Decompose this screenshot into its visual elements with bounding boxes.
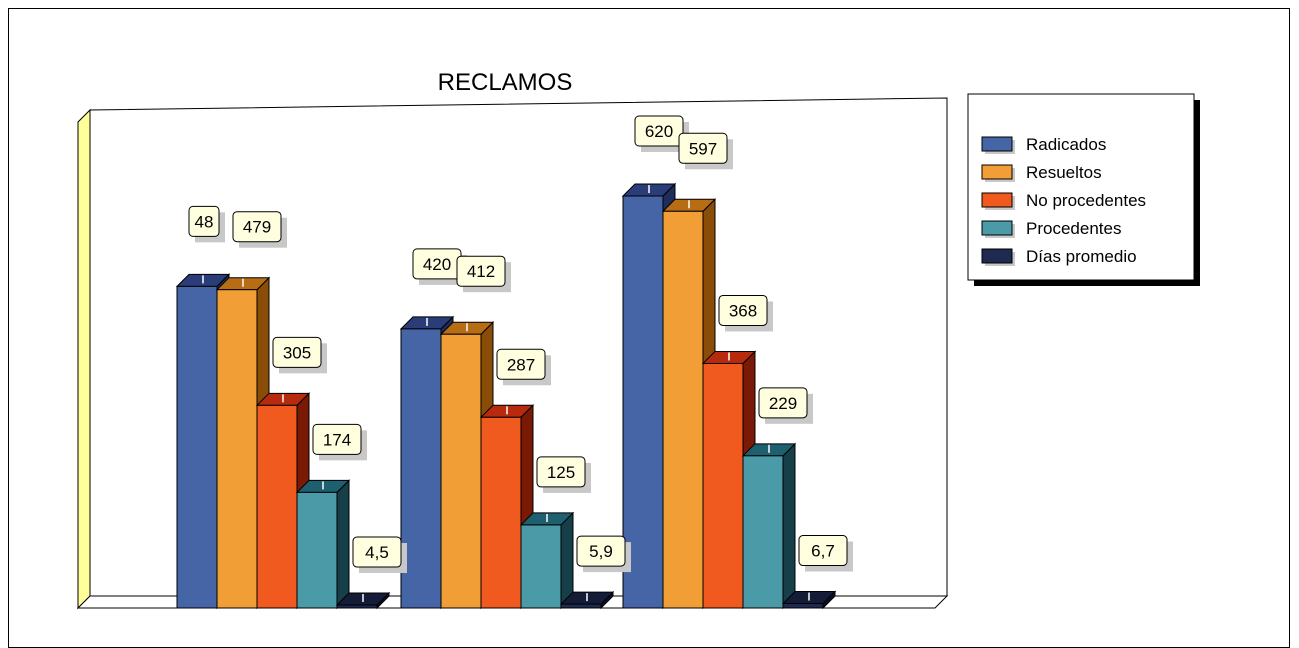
- data-label-procedentes-3: 229: [769, 394, 797, 413]
- legend-item-no-procedentes-swatch: [981, 192, 1013, 208]
- data-label-procedentes-3-box: [758, 387, 808, 419]
- bar-procedentes-2: [520, 524, 562, 609]
- bar-procedentes-3-side: [782, 442, 796, 610]
- data-label-radicados-3-box: [634, 115, 684, 147]
- bar-dias-promedio-1: [336, 604, 378, 609]
- data-label-dias-promedio-1: 4,5: [365, 543, 389, 562]
- data-label-dias-promedio-2-box: [576, 535, 626, 567]
- chart-title: RECLAMOS: [438, 69, 573, 96]
- data-label-resueltos-1: 479: [243, 218, 271, 237]
- data-label-no-procedentes-3: 368: [729, 301, 757, 320]
- data-label-resueltos-3: 597: [689, 139, 717, 158]
- data-label-no-procedentes-2-box: [496, 348, 546, 380]
- data-label-no-procedentes-3-box: [718, 294, 768, 326]
- data-label-dias-promedio-2: 5,9: [589, 542, 613, 561]
- legend-item-resueltos-swatch: [981, 164, 1013, 180]
- bar-chart: RECLAMOS 48 420 620 479 412 597 305 287 368 174 125…: [76, 69, 1200, 610]
- data-label-dias-promedio-3-box: [798, 535, 848, 567]
- legend-item-resueltos-label: Resueltos: [1026, 163, 1102, 182]
- legend-item-no-procedentes-label: No procedentes: [1026, 191, 1146, 210]
- legend-item-radicados-swatch: [981, 136, 1013, 152]
- data-label-radicados-3: 620: [645, 122, 673, 141]
- legend-item-procedentes-label: Procedentes: [1026, 219, 1121, 238]
- bar-resueltos-3: [662, 210, 704, 609]
- data-label-resueltos-1-box: [232, 211, 282, 243]
- data-label-radicados-2: 420: [423, 255, 451, 274]
- bar-radicados-2: [400, 328, 442, 609]
- data-label-dias-promedio-3: 6,7: [811, 542, 835, 561]
- data-label-radicados-1: 48: [195, 212, 214, 231]
- bar-procedentes-1: [296, 491, 338, 609]
- data-label-procedentes-1-box: [312, 423, 362, 455]
- data-label-procedentes-2-box: [536, 456, 586, 488]
- bar-dias-promedio-2: [560, 603, 602, 609]
- plot-side-wall: [77, 108, 91, 610]
- bar-no-procedentes-2: [480, 416, 522, 609]
- legend-item-radicados-label: Radicados: [1026, 135, 1106, 154]
- bar-no-procedentes-3: [702, 362, 744, 609]
- bar-radicados-3: [622, 195, 664, 609]
- data-label-procedentes-1: 174: [323, 430, 351, 449]
- bar-dias-promedio-3: [782, 603, 824, 609]
- bar-no-procedentes-1: [256, 404, 298, 609]
- data-label-no-procedentes-1: 305: [283, 343, 311, 362]
- data-label-no-procedentes-1-box: [272, 336, 322, 368]
- data-label-dias-promedio-1-box: [352, 536, 402, 568]
- legend-item-procedentes-swatch: [981, 220, 1013, 236]
- legend-item-dias-promedio-swatch: [981, 248, 1013, 264]
- bar-resueltos-2: [440, 333, 482, 609]
- data-label-resueltos-2-box: [456, 255, 506, 287]
- data-label-procedentes-2: 125: [547, 463, 575, 482]
- legend-item-dias-promedio-label: Días promedio: [1026, 247, 1137, 266]
- data-label-resueltos-2: 412: [467, 262, 495, 281]
- bar-procedentes-1-side: [336, 479, 350, 610]
- data-label-resueltos-3-box: [678, 132, 728, 164]
- data-label-radicados-1-box: [188, 205, 220, 237]
- data-label-no-procedentes-2: 287: [507, 355, 535, 374]
- bar-radicados-1: [176, 285, 218, 609]
- bar-resueltos-1: [216, 289, 258, 609]
- bar-procedentes-3: [742, 455, 784, 609]
